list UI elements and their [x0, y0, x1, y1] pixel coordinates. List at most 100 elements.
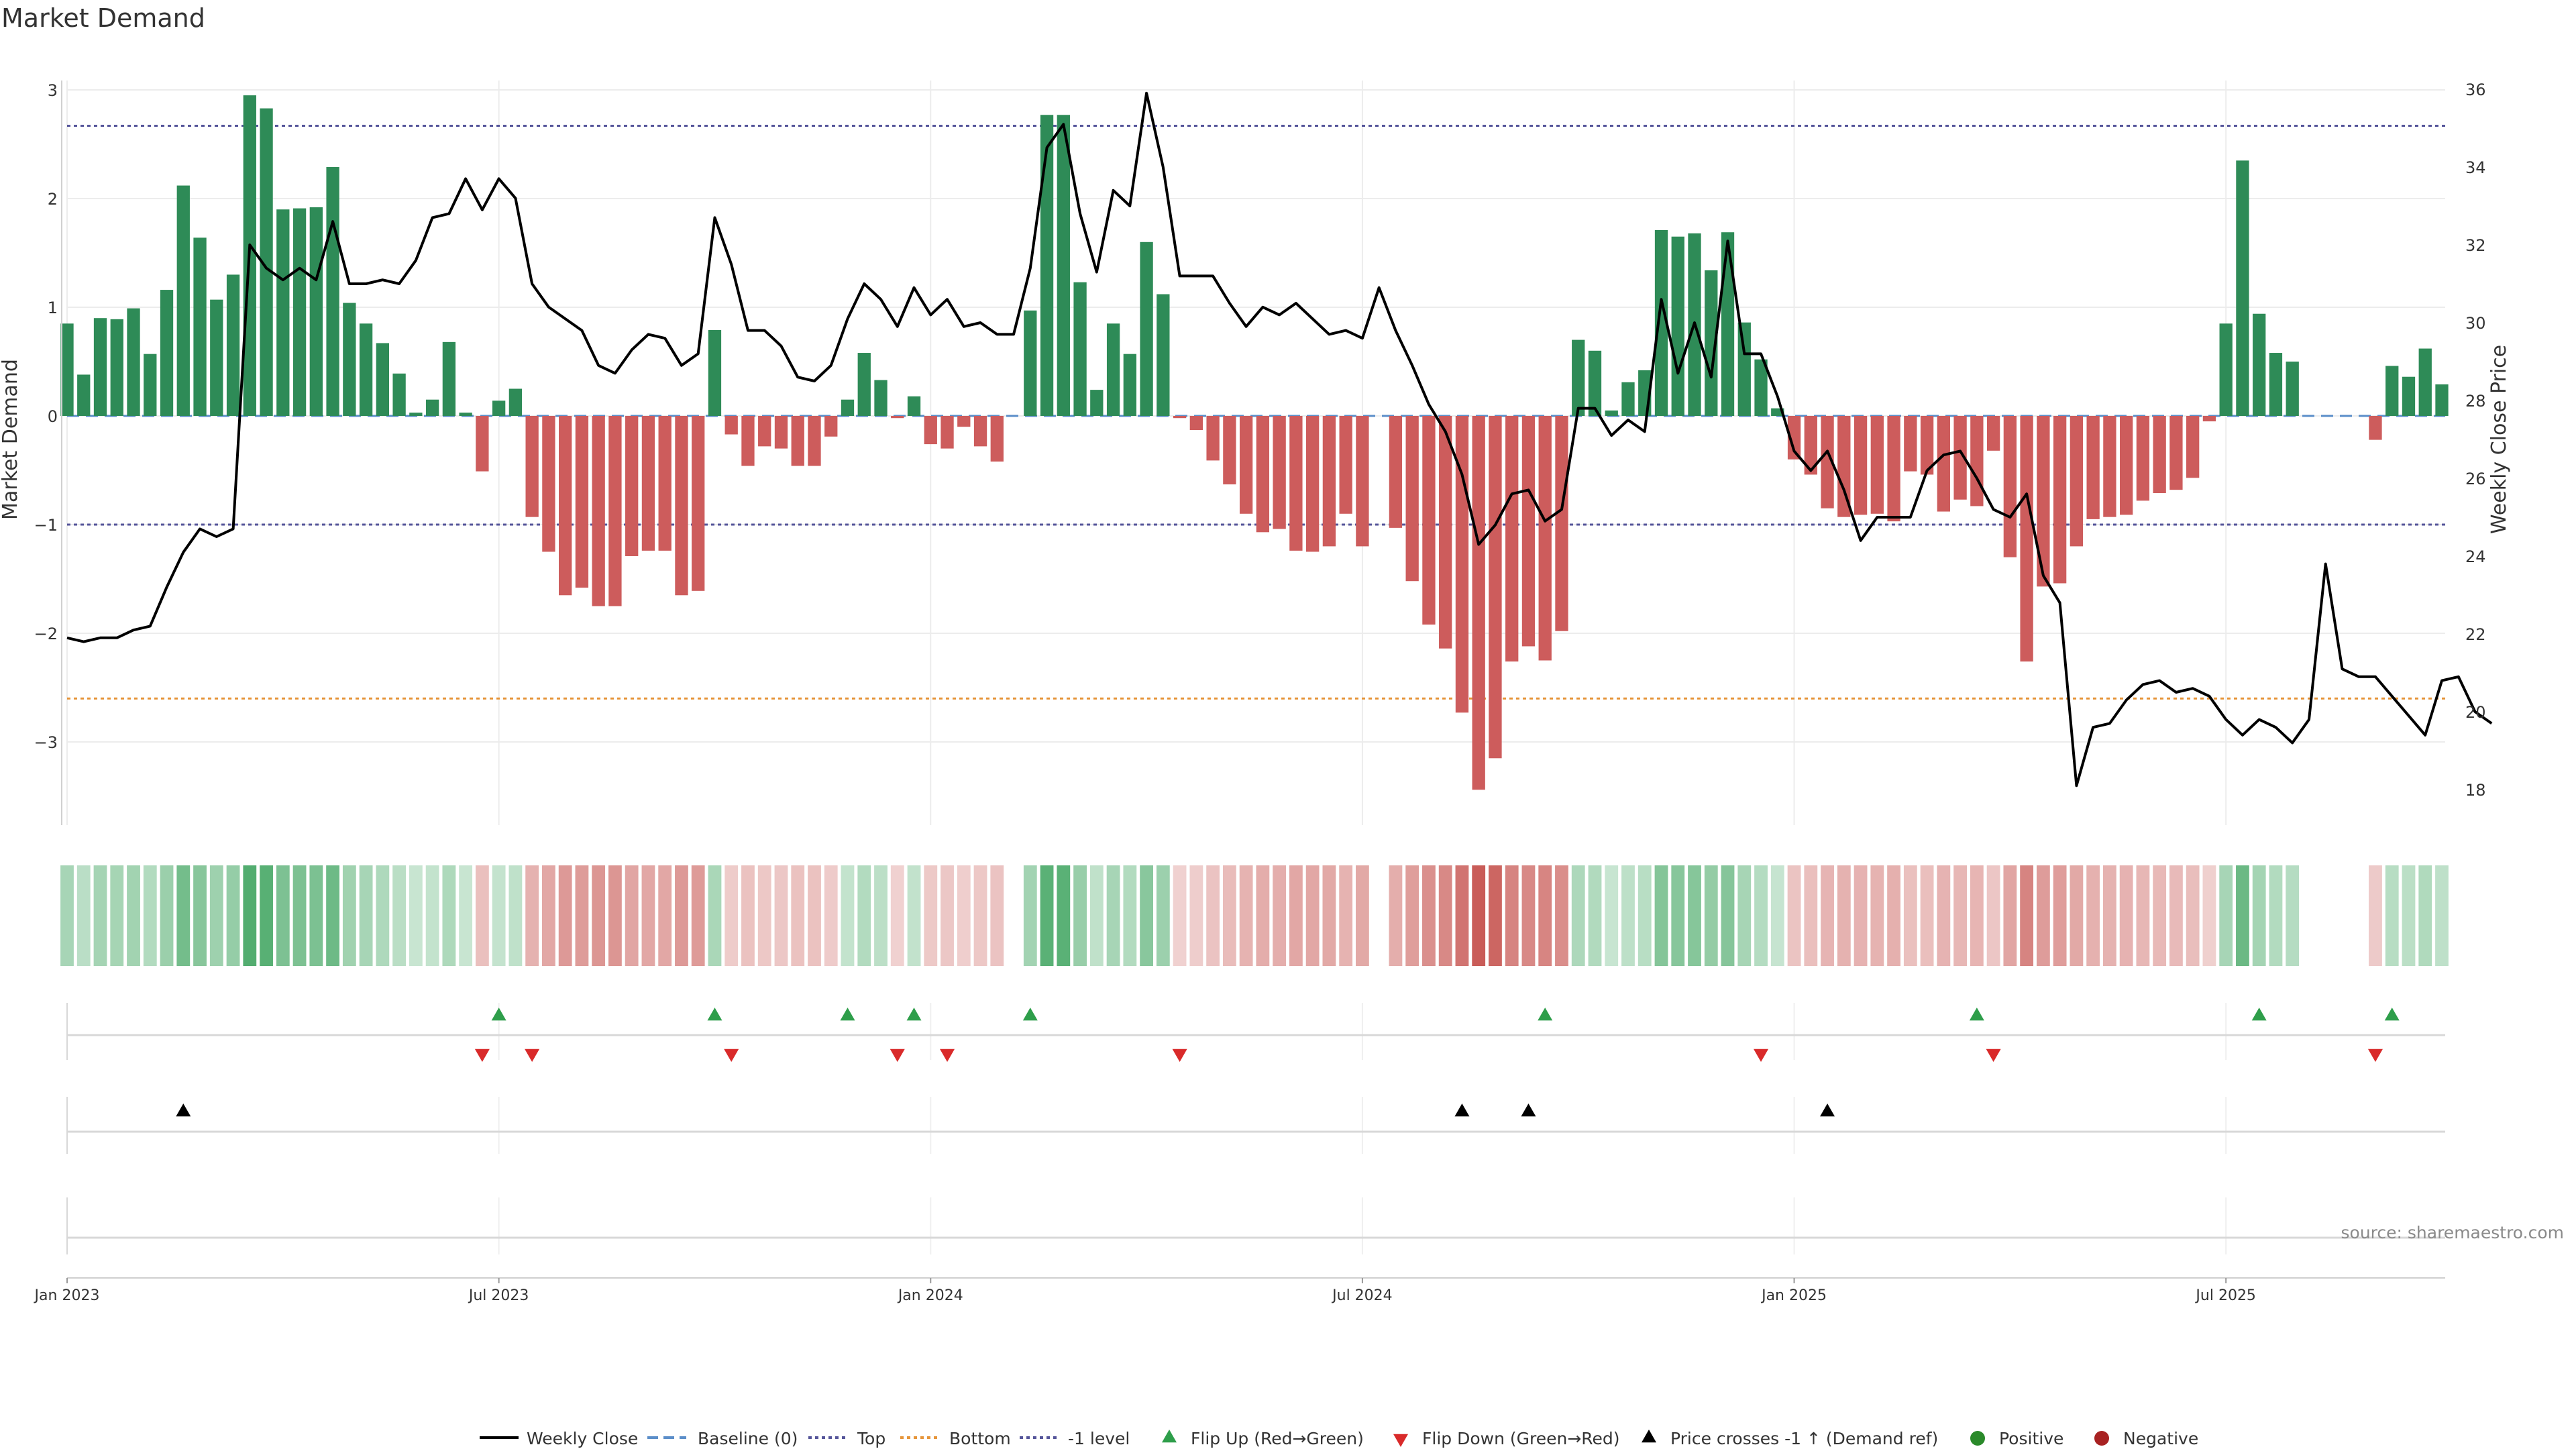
- strip-cell-negative: [1489, 865, 1502, 966]
- positive-bar: [1621, 382, 1635, 416]
- negative-bar: [2053, 416, 2067, 584]
- negative-bar: [1854, 416, 1868, 515]
- strip-cell-negative: [2020, 865, 2034, 966]
- strip-cell-negative: [2003, 865, 2017, 966]
- strip-cell-negative: [691, 865, 705, 966]
- negative-bar: [476, 416, 489, 472]
- negative-bar: [658, 416, 672, 551]
- positive-bar: [343, 303, 356, 416]
- strip-cell-negative: [1804, 865, 1818, 966]
- strip-cell-positive: [2385, 865, 2399, 966]
- strip-cell-negative: [941, 865, 954, 966]
- price-cross-marker: [1454, 1104, 1470, 1117]
- strip-cell-negative: [774, 865, 788, 966]
- legend-label: Flip Down (Green→Red): [1422, 1429, 1620, 1448]
- strip-cell-negative: [2136, 865, 2150, 966]
- strip-cell-negative: [1455, 865, 1469, 966]
- negative-bar: [1173, 416, 1187, 419]
- strip-cell-positive: [93, 865, 107, 966]
- negative-bar: [1223, 416, 1236, 485]
- negative-bar: [625, 416, 639, 556]
- strip-cell-positive: [508, 865, 523, 966]
- negative-bar: [1837, 416, 1851, 517]
- strip-cell-negative: [2153, 865, 2167, 966]
- strip-cell-negative: [808, 865, 821, 966]
- strip-cell-positive: [326, 865, 339, 966]
- negative-bar: [2086, 416, 2100, 519]
- strip-cell-positive: [309, 865, 323, 966]
- strip-cell-positive: [209, 865, 223, 966]
- positive-bar: [1024, 310, 1037, 416]
- x-tick-label: Jan 2024: [897, 1287, 963, 1304]
- negative-bar: [2202, 416, 2216, 422]
- flip-down-marker: [1754, 1049, 1769, 1062]
- positive-bar: [110, 319, 123, 416]
- strip-cell-negative: [724, 865, 739, 966]
- positive-bar: [2385, 366, 2399, 416]
- negative-bar: [1256, 416, 1270, 533]
- strip-cell-negative: [542, 865, 555, 966]
- strip-cell-negative: [1222, 865, 1236, 966]
- y-tick-label: 1: [48, 299, 58, 317]
- positive-bar: [1605, 410, 1618, 416]
- strip-cell-negative: [2202, 865, 2216, 966]
- strip-cell-negative: [1322, 865, 1336, 966]
- strip-cell-negative: [2086, 865, 2100, 966]
- strip-cell-negative: [1239, 865, 1253, 966]
- negative-bar: [808, 416, 821, 466]
- flip-down-marker: [940, 1049, 955, 1062]
- negative-bar: [1538, 416, 1552, 661]
- legend-swatch-positive: [1970, 1431, 1985, 1446]
- positive-bar: [708, 330, 722, 416]
- strip-cell-positive: [1023, 865, 1037, 966]
- positive-bar: [1106, 323, 1120, 416]
- y2-tick-label: 36: [2465, 80, 2486, 99]
- strip-cell-negative: [824, 865, 838, 966]
- strip-cell-negative: [1173, 865, 1187, 966]
- y2-tick-label: 34: [2465, 158, 2486, 177]
- negative-bar: [2186, 416, 2200, 478]
- negative-bar: [2119, 416, 2133, 515]
- strip-cell-negative: [791, 865, 805, 966]
- y2-tick-label: 32: [2465, 236, 2486, 255]
- strip-cell-positive: [1140, 865, 1153, 966]
- negative-bar: [2020, 416, 2033, 662]
- strip-cell-positive: [425, 865, 439, 966]
- negative-bar: [973, 416, 987, 447]
- flip-down-marker: [890, 1049, 905, 1062]
- negative-bar: [2003, 416, 2017, 557]
- y2-tick-label: 28: [2465, 392, 2486, 411]
- positive-bar: [874, 380, 888, 416]
- positive-bar: [1721, 232, 1735, 416]
- strip-cell-positive: [2219, 865, 2233, 966]
- strip-cell-negative: [2102, 865, 2116, 966]
- strip-cell-negative: [1903, 865, 1917, 966]
- legend-label: Positive: [1999, 1429, 2063, 1448]
- strip-cell-negative: [1970, 865, 1984, 966]
- strip-cell-negative: [2169, 865, 2183, 966]
- flip-up-marker: [1538, 1008, 1553, 1021]
- legend-swatch-negative: [2094, 1431, 2109, 1446]
- legend-label: Baseline (0): [698, 1429, 798, 1448]
- strip-cell-positive: [60, 865, 74, 966]
- strip-cell-negative: [608, 865, 622, 966]
- strip-cell-negative: [625, 865, 639, 966]
- positive-bar: [1040, 115, 1054, 416]
- strip-cell-positive: [1156, 865, 1170, 966]
- strip-cell-positive: [76, 865, 91, 966]
- positive-bar: [1771, 408, 1784, 416]
- legend: Weekly Close Baseline (0) Top Bottom -1 leve…: [480, 1429, 2198, 1448]
- flip-down-marker: [2367, 1049, 2383, 1062]
- price-cross-marker: [176, 1104, 191, 1117]
- strip-cell-negative: [525, 865, 539, 966]
- strip-cell-negative: [2119, 865, 2133, 966]
- positive-bar: [459, 413, 472, 416]
- strip-cell-negative: [1472, 865, 1486, 966]
- flip-up-marker: [491, 1008, 506, 1021]
- strip-cell-positive: [160, 865, 174, 966]
- strip-cell-positive: [110, 865, 124, 966]
- strip-cell-negative: [741, 865, 755, 966]
- strip-cell-negative: [1986, 865, 2000, 966]
- negative-bar: [1555, 416, 1568, 631]
- strip-cell-positive: [1089, 865, 1104, 966]
